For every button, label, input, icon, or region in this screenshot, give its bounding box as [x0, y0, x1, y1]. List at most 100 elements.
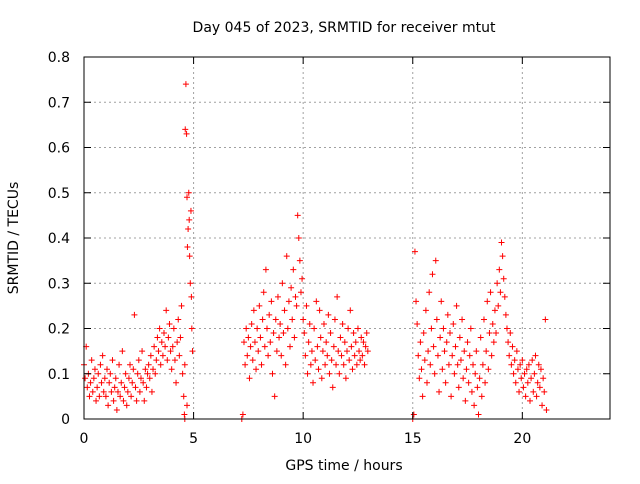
data-point — [249, 357, 256, 364]
data-point — [524, 379, 531, 386]
data-point — [242, 361, 249, 368]
data-point — [503, 325, 510, 332]
data-point — [337, 334, 344, 341]
data-point — [303, 302, 310, 309]
data-point — [114, 388, 121, 395]
data-point — [467, 325, 474, 332]
data-point — [358, 334, 365, 341]
data-point — [509, 343, 516, 350]
data-point — [335, 348, 342, 355]
data-point — [182, 126, 189, 133]
data-point — [356, 348, 363, 355]
data-point — [364, 348, 371, 355]
data-point — [89, 388, 96, 395]
data-point — [425, 348, 432, 355]
data-point — [128, 393, 135, 400]
data-point — [539, 402, 546, 409]
data-point — [281, 307, 288, 314]
data-point — [494, 280, 501, 287]
data-point — [410, 411, 417, 418]
data-point — [517, 361, 524, 368]
data-point — [165, 334, 172, 341]
data-point — [350, 330, 357, 337]
data-point — [441, 348, 448, 355]
data-point — [477, 334, 484, 341]
data-point — [498, 239, 505, 246]
data-point — [299, 275, 306, 282]
data-point — [93, 397, 100, 404]
data-point — [314, 343, 321, 350]
data-point — [514, 366, 521, 373]
x-tick-label: 0 — [80, 431, 89, 447]
data-point — [186, 253, 193, 260]
data-point — [289, 316, 296, 323]
data-point — [297, 289, 304, 296]
data-point — [159, 352, 166, 359]
data-point — [125, 375, 132, 382]
data-point — [143, 384, 150, 391]
data-point — [347, 307, 354, 314]
data-point — [328, 357, 335, 364]
data-point — [447, 330, 454, 337]
data-point — [313, 298, 320, 305]
data-point — [351, 352, 358, 359]
data-point — [293, 302, 300, 309]
data-point — [163, 307, 170, 314]
data-point — [302, 352, 309, 359]
data-point — [507, 330, 514, 337]
data-point — [496, 266, 503, 273]
data-point — [134, 370, 141, 377]
data-point — [434, 352, 441, 359]
data-point — [307, 361, 314, 368]
data-point — [129, 379, 136, 386]
data-point — [324, 352, 331, 359]
data-point — [529, 357, 536, 364]
data-point — [122, 370, 129, 377]
data-point — [478, 393, 485, 400]
data-point — [292, 293, 299, 300]
data-point — [488, 352, 495, 359]
data-point — [140, 379, 147, 386]
data-point — [256, 302, 263, 309]
data-point — [413, 298, 420, 305]
data-point — [340, 361, 347, 368]
data-point — [109, 357, 116, 364]
data-point — [353, 361, 360, 368]
data-point — [266, 311, 273, 318]
data-point — [117, 393, 124, 400]
data-point — [130, 366, 137, 373]
data-point — [97, 361, 104, 368]
data-point — [278, 352, 285, 359]
data-point — [107, 370, 114, 377]
data-point — [155, 348, 162, 355]
data-point — [86, 393, 93, 400]
data-point — [186, 216, 193, 223]
data-point — [531, 370, 538, 377]
data-point — [111, 384, 118, 391]
data-point — [536, 384, 543, 391]
data-point — [471, 402, 478, 409]
data-point — [432, 257, 439, 264]
data-point — [187, 280, 194, 287]
data-point — [284, 325, 291, 332]
data-point — [489, 320, 496, 327]
data-point — [312, 357, 319, 364]
data-point — [240, 339, 247, 346]
data-point — [419, 393, 426, 400]
data-point — [520, 384, 527, 391]
data-point — [257, 334, 264, 341]
data-point — [294, 212, 301, 219]
data-point — [152, 370, 159, 377]
data-point — [82, 375, 89, 382]
data-point — [158, 339, 165, 346]
data-point — [189, 348, 196, 355]
data-point — [334, 293, 341, 300]
data-point — [95, 370, 102, 377]
data-point — [470, 361, 477, 368]
data-point — [101, 375, 108, 382]
data-point — [421, 357, 428, 364]
data-point — [270, 330, 277, 337]
data-point — [182, 81, 189, 88]
data-point — [121, 384, 128, 391]
data-point — [113, 406, 120, 413]
